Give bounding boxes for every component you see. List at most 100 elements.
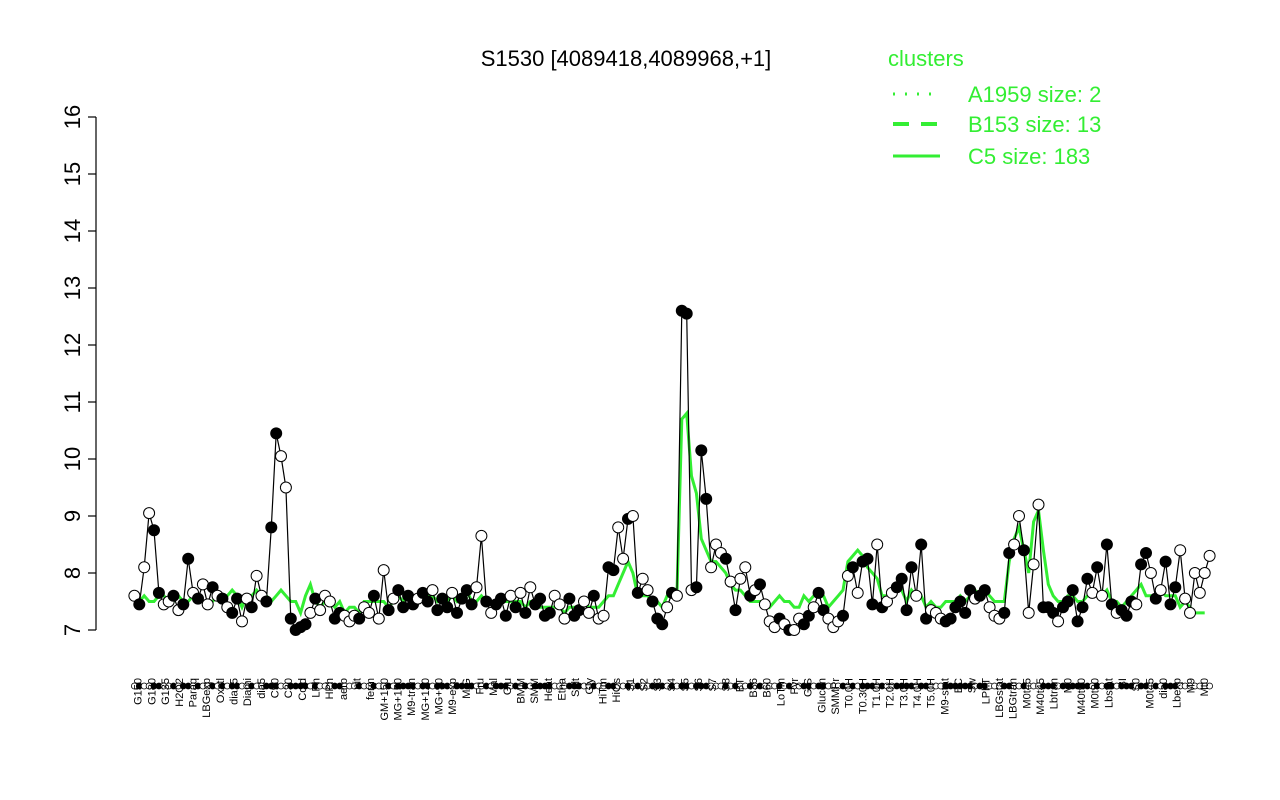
data-point bbox=[700, 492, 713, 505]
data-point bbox=[871, 538, 884, 551]
data-point bbox=[177, 598, 190, 611]
data-point bbox=[587, 589, 600, 602]
x-tick-label: H2O2 bbox=[174, 678, 186, 707]
data-point bbox=[719, 552, 732, 565]
data-point bbox=[837, 609, 849, 622]
data-point bbox=[910, 589, 923, 602]
x-tick-label: S6 bbox=[693, 678, 705, 691]
x-tick-label: aero bbox=[338, 678, 350, 700]
x-tick-label: Cold bbox=[297, 678, 309, 701]
x-tick-label: M9-stat bbox=[939, 678, 951, 715]
data-point bbox=[314, 604, 327, 617]
x-tick-label: dia5 bbox=[256, 678, 268, 699]
data-point bbox=[1100, 538, 1113, 551]
x-tick-label: M40t45 bbox=[1035, 678, 1047, 715]
x-tick-label: S0 bbox=[1131, 678, 1143, 691]
x-tick-label: Etha bbox=[557, 677, 569, 701]
data-point bbox=[563, 592, 576, 605]
x-tick-labels: G150 G180 G135 H2O2 Paraq LBGexp Oxctl dia15 Dia… bbox=[133, 677, 1211, 720]
data-point bbox=[431, 604, 444, 617]
data-point bbox=[900, 604, 913, 617]
data-point bbox=[353, 612, 366, 625]
data-point bbox=[367, 589, 380, 602]
data-point bbox=[582, 606, 595, 619]
data-point bbox=[861, 552, 874, 565]
data-point bbox=[1120, 609, 1133, 622]
x-tick-label: Pyr bbox=[789, 678, 801, 695]
x-tick-label: Fru bbox=[475, 678, 487, 695]
data-point bbox=[397, 601, 410, 614]
data-point bbox=[788, 624, 801, 636]
x-tick-label: dia15 bbox=[228, 678, 240, 705]
data-point bbox=[758, 598, 771, 611]
x-tick-label: G135 bbox=[160, 678, 172, 705]
x-tick-label: G180 bbox=[146, 678, 158, 705]
data-point bbox=[480, 595, 493, 608]
cluster-lines bbox=[133, 409, 1205, 618]
x-tick-label: T2.0H bbox=[885, 678, 897, 708]
x-tick-label: LPh bbox=[310, 678, 322, 698]
data-point bbox=[851, 586, 864, 599]
x-tick-label: Oxctl bbox=[215, 678, 227, 703]
data-point bbox=[534, 592, 547, 605]
data-point bbox=[695, 444, 708, 457]
x-tick-label: HPh bbox=[324, 678, 336, 699]
data-point bbox=[192, 592, 204, 605]
x-tick-label: MG+90 bbox=[434, 678, 446, 714]
x-tick-label: T3.0H bbox=[898, 678, 910, 708]
x-tick-label: M40t90 bbox=[1076, 678, 1088, 715]
x-tick-label: M9 bbox=[1185, 678, 1197, 693]
data-point bbox=[915, 538, 928, 551]
data-point bbox=[705, 561, 718, 574]
x-tick-label: Paraq bbox=[187, 678, 199, 707]
cluster-line-c5 bbox=[133, 409, 1205, 618]
data-point bbox=[1135, 558, 1148, 571]
data-point bbox=[617, 552, 630, 565]
x-tick-label: S1 bbox=[625, 678, 637, 691]
data-point bbox=[1017, 544, 1030, 557]
data-point bbox=[323, 595, 336, 608]
data-point bbox=[998, 606, 1011, 619]
data-point bbox=[1174, 544, 1187, 557]
x-tick-label: Glucon bbox=[816, 678, 828, 713]
data-point bbox=[451, 606, 463, 619]
y-tick-label: 14 bbox=[60, 219, 85, 243]
data-point bbox=[524, 581, 537, 594]
x-tick-label: GM+150 bbox=[379, 678, 391, 721]
x-tick-label: LBGexp bbox=[201, 678, 213, 718]
data-points bbox=[128, 304, 1216, 636]
data-point bbox=[636, 572, 649, 585]
data-point bbox=[441, 601, 454, 614]
data-point bbox=[631, 586, 644, 599]
data-point bbox=[392, 584, 405, 597]
data-point bbox=[1081, 572, 1094, 585]
data-point bbox=[1076, 601, 1089, 614]
data-point bbox=[182, 552, 195, 565]
data-point bbox=[275, 450, 287, 463]
data-point bbox=[1184, 606, 1196, 619]
x-tick-label: LoTm bbox=[775, 678, 787, 706]
data-point bbox=[739, 561, 752, 574]
data-point bbox=[226, 606, 239, 619]
data-point bbox=[846, 561, 859, 574]
x-tick-label: M0 bbox=[1062, 678, 1074, 693]
data-point bbox=[250, 569, 263, 582]
data-point bbox=[426, 584, 439, 597]
data-point bbox=[978, 584, 991, 597]
x-tick-label: B36 bbox=[748, 678, 760, 698]
x-tick-label: BI bbox=[1117, 678, 1129, 688]
x-tick-label: HiOs bbox=[611, 678, 623, 703]
data-point bbox=[646, 595, 659, 608]
x-tick-label: T5.0H bbox=[926, 678, 938, 708]
data-point bbox=[1052, 615, 1065, 628]
data-point bbox=[465, 598, 478, 611]
rug-mark bbox=[1206, 682, 1213, 690]
x-tick-label: G150 bbox=[133, 678, 145, 705]
data-point bbox=[284, 612, 297, 625]
data-point bbox=[470, 581, 483, 594]
data-point bbox=[553, 598, 566, 611]
data-point bbox=[499, 609, 512, 622]
data-point bbox=[641, 584, 654, 597]
x-tick-label: S8 bbox=[721, 678, 733, 691]
data-point bbox=[754, 578, 766, 591]
